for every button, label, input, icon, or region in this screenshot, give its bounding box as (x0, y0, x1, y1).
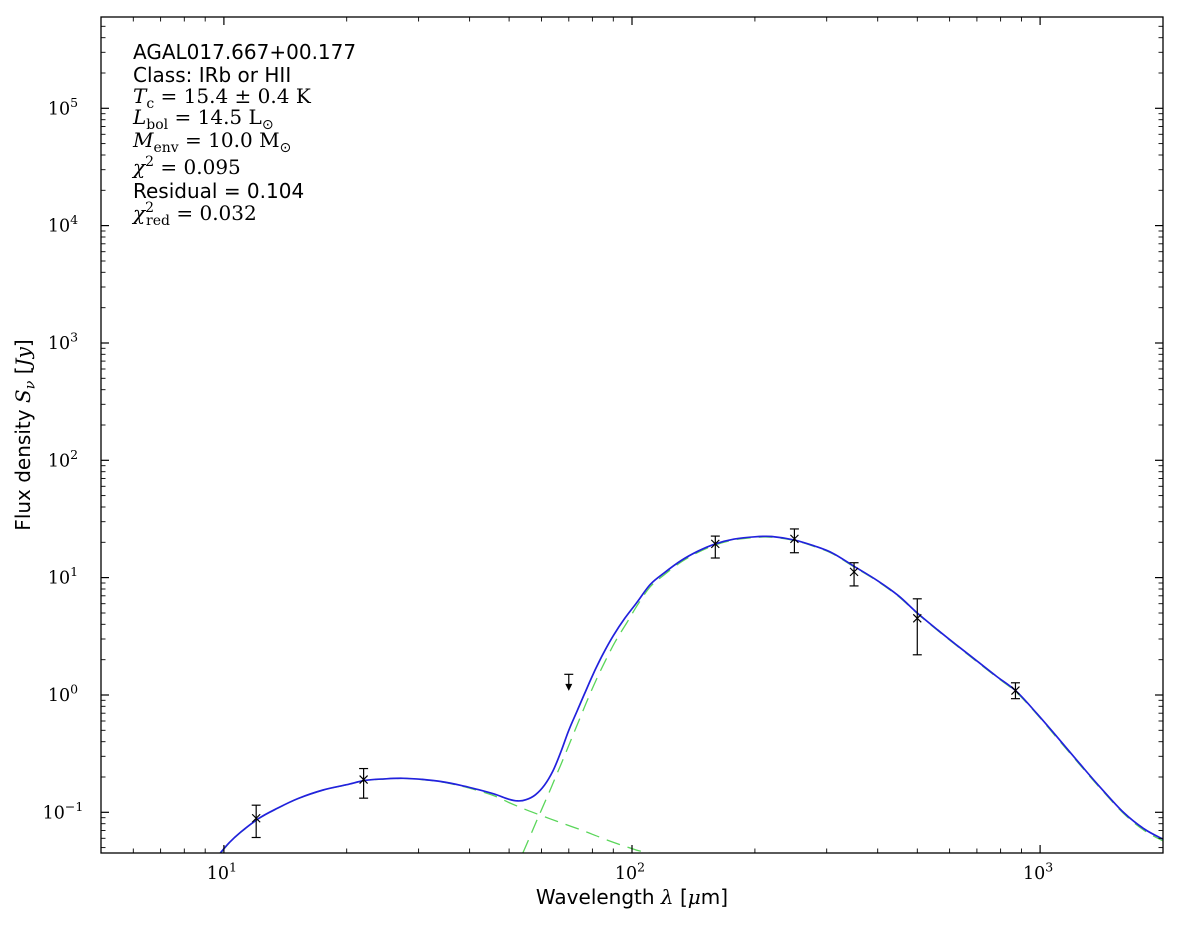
y-tick-label: 101 (48, 564, 78, 589)
y-tick-label: 100 (48, 681, 78, 706)
x-tick-label: 102 (615, 860, 645, 885)
x-tick-label: 101 (207, 860, 237, 885)
x-marker (789, 534, 799, 544)
annotation-line: AGAL017.667+00.177 (133, 40, 356, 64)
x-marker (251, 813, 261, 823)
annotation-line: Tc = 15.4 ± 0.4 K (133, 84, 312, 112)
tick-labels: 101 102 103 10−1 100 101 102 103 104 105 (43, 95, 1054, 884)
annotation-line: Class: IRb or HII (133, 63, 291, 87)
component-warm-greybody (219, 777, 653, 853)
x-marker (849, 567, 859, 577)
x-tick-label: 103 (1023, 860, 1053, 885)
upper-limit (564, 673, 574, 691)
annotation-line: Lbol = 14.5 L⊙ (132, 105, 274, 133)
x-marker (1011, 686, 1020, 696)
down-arrow-icon (565, 683, 573, 691)
y-tick-label: 102 (48, 447, 78, 472)
data-point (359, 767, 369, 799)
y-axis-label: Flux density Sν [Jy] (11, 339, 39, 530)
x-marker (912, 613, 922, 623)
x-marker (359, 775, 369, 785)
y-tick-label: 10−1 (43, 799, 84, 824)
annotation-line: χ2 red = 0.032 (131, 200, 257, 229)
annotation-line: Menv = 10.0 M⊙ (132, 128, 291, 156)
axis-ticks (101, 17, 1163, 853)
data-point (1010, 682, 1020, 700)
data-point (251, 804, 261, 839)
x-axis-label: Wavelength λ [μm] (536, 885, 728, 909)
annotation-line: Residual = 0.104 (133, 179, 304, 203)
model-total-fit (219, 535, 1163, 853)
data-point (710, 535, 720, 559)
x-marker (710, 539, 720, 549)
data-point (849, 562, 859, 587)
data-point (912, 598, 922, 656)
data-points (251, 528, 1020, 839)
y-tick-label: 105 (48, 95, 78, 120)
y-tick-label: 103 (48, 329, 78, 354)
data-point (789, 528, 799, 554)
annotation-line: χ2 = 0.095 (131, 154, 241, 179)
model-curves (219, 535, 1163, 853)
component-cool-greybody (522, 536, 1163, 853)
y-tick-label: 104 (48, 212, 78, 237)
